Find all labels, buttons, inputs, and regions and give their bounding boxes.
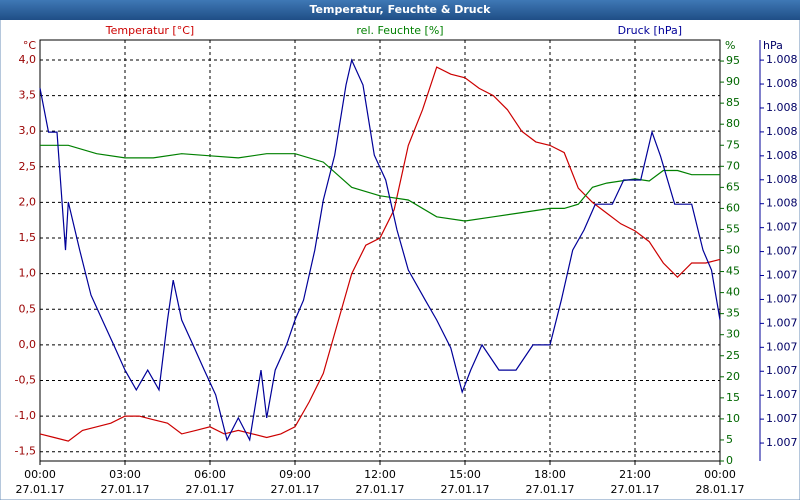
y2-tick-label: 65 — [726, 180, 740, 193]
x-tick-label: 03:00 — [109, 468, 141, 481]
y3-tick-label: 1.007 — [766, 412, 798, 425]
y2-tick-label: 90 — [726, 75, 740, 88]
y-tick-label: 3,5 — [19, 89, 37, 102]
x-tick-date: 27.01.17 — [611, 483, 660, 496]
y2-tick-label: 80 — [726, 117, 740, 130]
y-tick-label: -1,5 — [15, 445, 36, 458]
y2-tick-label: 75 — [726, 138, 740, 151]
x-tick-date: 27.01.17 — [186, 483, 235, 496]
y2-tick-label: 60 — [726, 201, 740, 214]
y3-axis-unit: hPa — [763, 39, 783, 52]
x-tick-label: 12:00 — [364, 468, 396, 481]
y2-tick-label: 40 — [726, 286, 740, 299]
y2-tick-label: 25 — [726, 349, 740, 362]
y-tick-label: 4,0 — [19, 53, 37, 66]
y3-tick-label: 1.008 — [766, 149, 798, 162]
x-tick-date: 27.01.17 — [271, 483, 320, 496]
y2-tick-label: 85 — [726, 96, 740, 109]
y3-tick-label: 1.007 — [766, 436, 798, 449]
x-tick-label: 18:00 — [534, 468, 566, 481]
chart-title: Temperatur, Feuchte & Druck — [310, 3, 492, 16]
y2-tick-label: 5 — [726, 433, 733, 446]
legend-entry: rel. Feuchte [%] — [356, 24, 443, 37]
x-tick-label: 06:00 — [194, 468, 226, 481]
x-tick-label: 15:00 — [449, 468, 481, 481]
y-tick-label: -0,5 — [15, 374, 36, 387]
y3-tick-label: 1.007 — [766, 364, 798, 377]
x-tick-label: 21:00 — [619, 468, 651, 481]
y3-tick-label: 1.007 — [766, 292, 798, 305]
x-tick-label: 09:00 — [279, 468, 311, 481]
y-tick-label: 2,5 — [19, 160, 37, 173]
x-tick-date: 27.01.17 — [526, 483, 575, 496]
series-line — [39, 66, 721, 442]
y2-tick-label: 95 — [726, 54, 740, 67]
y3-tick-label: 1.007 — [766, 245, 798, 258]
y-tick-label: 1,5 — [19, 231, 37, 244]
series-line — [39, 58, 721, 442]
y2-tick-label: 35 — [726, 307, 740, 320]
y2-tick-label: 15 — [726, 391, 740, 404]
x-tick-date: 27.01.17 — [101, 483, 150, 496]
y-tick-label: -1,0 — [15, 409, 36, 422]
y3-tick-label: 1.008 — [766, 173, 798, 186]
y3-tick-label: 1.008 — [766, 77, 798, 90]
x-tick-label: 00:00 — [24, 468, 56, 481]
y2-tick-label: 45 — [726, 265, 740, 278]
x-tick-date: 28.01.17 — [696, 483, 745, 496]
y2-axis-unit: % — [725, 39, 735, 52]
y3-tick-label: 1.007 — [766, 388, 798, 401]
y-tick-label: 3,0 — [19, 124, 37, 137]
y3-tick-label: 1.007 — [766, 340, 798, 353]
y3-tick-label: 1.007 — [766, 269, 798, 282]
y2-tick-label: 50 — [726, 244, 740, 257]
legend-entry: Druck [hPa] — [618, 24, 682, 37]
y2-tick-label: 0 — [726, 454, 733, 467]
y3-tick-label: 1.008 — [766, 53, 798, 66]
title-bar — [0, 0, 800, 20]
y3-tick-label: 1.008 — [766, 125, 798, 138]
y-axis-unit: °C — [23, 39, 37, 52]
x-tick-label: 00:00 — [704, 468, 736, 481]
y2-tick-label: 20 — [726, 370, 740, 383]
y3-tick-label: 1.008 — [766, 101, 798, 114]
y2-tick-label: 70 — [726, 159, 740, 172]
y2-tick-label: 30 — [726, 328, 740, 341]
y-tick-label: 0,0 — [19, 338, 37, 351]
y2-tick-label: 10 — [726, 412, 740, 425]
y3-tick-label: 1.008 — [766, 197, 798, 210]
y-tick-label: 1,0 — [19, 267, 37, 280]
y-tick-label: 2,0 — [19, 195, 37, 208]
y3-tick-label: 1.007 — [766, 221, 798, 234]
x-tick-date: 27.01.17 — [16, 483, 65, 496]
y3-tick-label: 1.007 — [766, 316, 798, 329]
y-tick-label: 0,5 — [19, 302, 37, 315]
y2-tick-label: 55 — [726, 222, 740, 235]
x-tick-date: 27.01.17 — [356, 483, 405, 496]
legend-entry: Temperatur [°C] — [105, 24, 194, 37]
x-tick-date: 27.01.17 — [441, 483, 490, 496]
